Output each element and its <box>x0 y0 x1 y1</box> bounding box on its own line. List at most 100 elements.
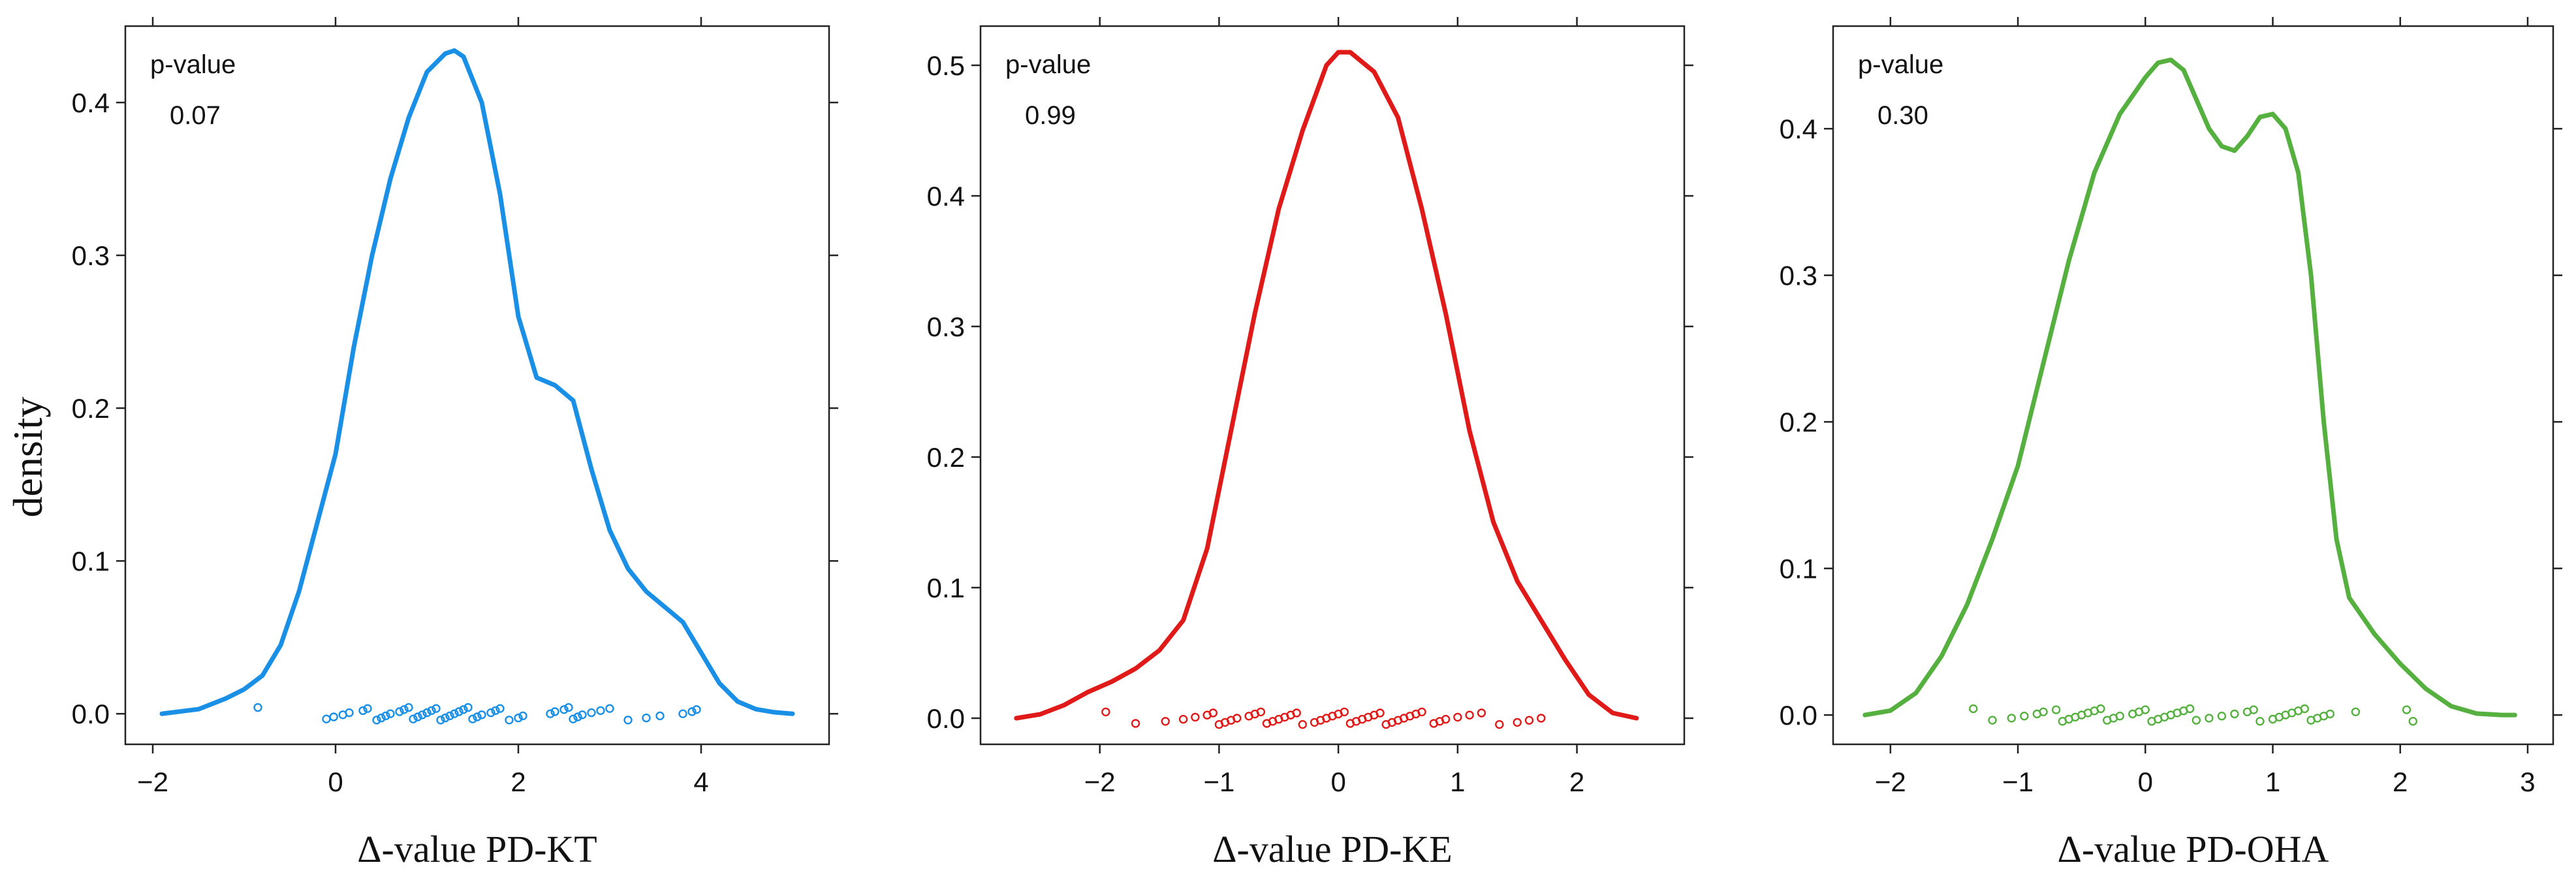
y-tick-label: 0.0 <box>72 699 110 729</box>
rug-point <box>486 708 495 718</box>
p-value-value: 0.30 <box>1877 101 1928 130</box>
rug-point <box>605 704 614 713</box>
rug-point <box>1513 718 1522 727</box>
rug-point <box>322 714 331 723</box>
x-tick-label: 2 <box>2393 767 2408 797</box>
panel-pd-ke: −2 −1 0 1 2 0.0 0.1 0.2 0.3 0.4 0.5 p-value 0.99 Δ-va… <box>927 17 1693 870</box>
x-tick-label: −1 <box>2002 767 2034 797</box>
rug-point <box>1453 712 1462 722</box>
x-axis-label: Δ-value PD-KT <box>357 828 597 870</box>
rug-point <box>564 703 573 712</box>
rug-point <box>505 716 514 725</box>
y-tick-label: 0.1 <box>1780 554 1817 584</box>
x-tick-label: 2 <box>1569 767 1584 797</box>
panels: −2 0 2 4 0.0 0.1 0.2 0.3 0.4 p-value 0.07 Δ-value P… <box>72 17 2562 870</box>
y-tick-label: 0.0 <box>927 703 965 734</box>
x-tick-label: −1 <box>1203 767 1234 797</box>
plot-frame <box>1832 25 2554 746</box>
density-curve <box>159 48 795 716</box>
rug-point <box>400 705 409 714</box>
rug-point <box>1191 712 1200 722</box>
rug-point <box>358 706 368 716</box>
rug-point <box>642 713 651 723</box>
x-axis-label: Δ-value PD-KE <box>1212 828 1452 870</box>
rug-point <box>436 716 445 725</box>
rug-point <box>678 709 687 718</box>
y-tick-label: 0.2 <box>1780 407 1817 437</box>
rug-point <box>1524 716 1534 725</box>
rug-point <box>1969 704 1978 714</box>
y-tick-label: 0.3 <box>927 311 965 342</box>
rug-point <box>253 703 262 712</box>
x-tick-label: 0 <box>328 767 343 797</box>
rug-point <box>413 712 422 721</box>
rug-point <box>655 711 665 721</box>
y-tick-label: 0.3 <box>1780 261 1817 291</box>
rug-point <box>2300 704 2310 714</box>
rug-point <box>459 705 468 714</box>
rug-point <box>432 704 441 713</box>
rug-point <box>573 712 582 721</box>
rug-point <box>518 711 527 721</box>
rug-point <box>1298 720 1308 729</box>
rug-point <box>386 709 395 718</box>
rug-point <box>2020 712 2029 721</box>
rug-point <box>550 707 559 716</box>
rug-point <box>473 712 482 721</box>
y-tick-label: 0.3 <box>72 240 110 271</box>
rug-point <box>418 710 427 720</box>
y-tick-label: 0.5 <box>927 50 965 81</box>
panel-pd-kt: −2 0 2 4 0.0 0.1 0.2 0.3 0.4 p-value 0.07 Δ-value P… <box>72 17 838 870</box>
y-tick-label: 0.0 <box>1780 700 1817 731</box>
rug-point <box>372 716 381 725</box>
rug-point <box>495 704 505 713</box>
plot-frame <box>124 25 830 746</box>
rug-point <box>1131 719 1140 728</box>
rug-point <box>1537 714 1546 723</box>
rug-point <box>445 711 454 721</box>
rug-point <box>514 713 523 723</box>
rug-point <box>463 703 473 712</box>
rug-point <box>491 706 500 716</box>
y-tick-label: 0.1 <box>72 546 110 577</box>
rug-point <box>404 703 413 712</box>
rug-point <box>2351 707 2361 717</box>
rug-point <box>2039 707 2048 717</box>
rug-point <box>559 705 569 714</box>
rug-point <box>1441 714 1451 724</box>
rug-point <box>377 713 386 723</box>
rug-point <box>1161 717 1170 726</box>
x-tick-label: 0 <box>1330 767 1345 797</box>
x-tick-label: −2 <box>1084 767 1116 797</box>
rug-point <box>1101 707 1110 717</box>
rug-point <box>2249 705 2258 714</box>
rug-point <box>427 706 436 716</box>
x-tick-label: 1 <box>2265 767 2280 797</box>
rug-point <box>1988 716 1997 725</box>
rug-point <box>2096 704 2105 714</box>
rug-point <box>1178 714 1188 724</box>
y-tick-label: 0.2 <box>72 393 110 424</box>
p-value-value: 0.99 <box>1025 101 1076 130</box>
p-value-label: p-value <box>1005 50 1091 79</box>
rug-point <box>381 711 390 721</box>
rug-point <box>569 714 578 723</box>
rug-point <box>363 704 372 713</box>
y-axis-label: density <box>5 397 51 518</box>
rug-point <box>2007 714 2017 723</box>
rug-point <box>1477 708 1486 718</box>
x-tick-label: 4 <box>693 767 708 797</box>
rug-point <box>1375 708 1385 718</box>
rug-point <box>1417 707 1426 717</box>
rug-point <box>1340 707 1349 717</box>
p-value-label: p-value <box>150 50 236 79</box>
rug-point <box>2325 709 2335 719</box>
x-axis-label: Δ-value PD-OHA <box>2058 828 2329 870</box>
x-tick-label: 2 <box>510 767 526 797</box>
rug-point <box>2141 705 2150 714</box>
rug-point <box>2217 712 2227 721</box>
rug-point <box>2408 717 2417 726</box>
rug-point <box>1233 714 1242 723</box>
rug-point <box>441 713 450 723</box>
